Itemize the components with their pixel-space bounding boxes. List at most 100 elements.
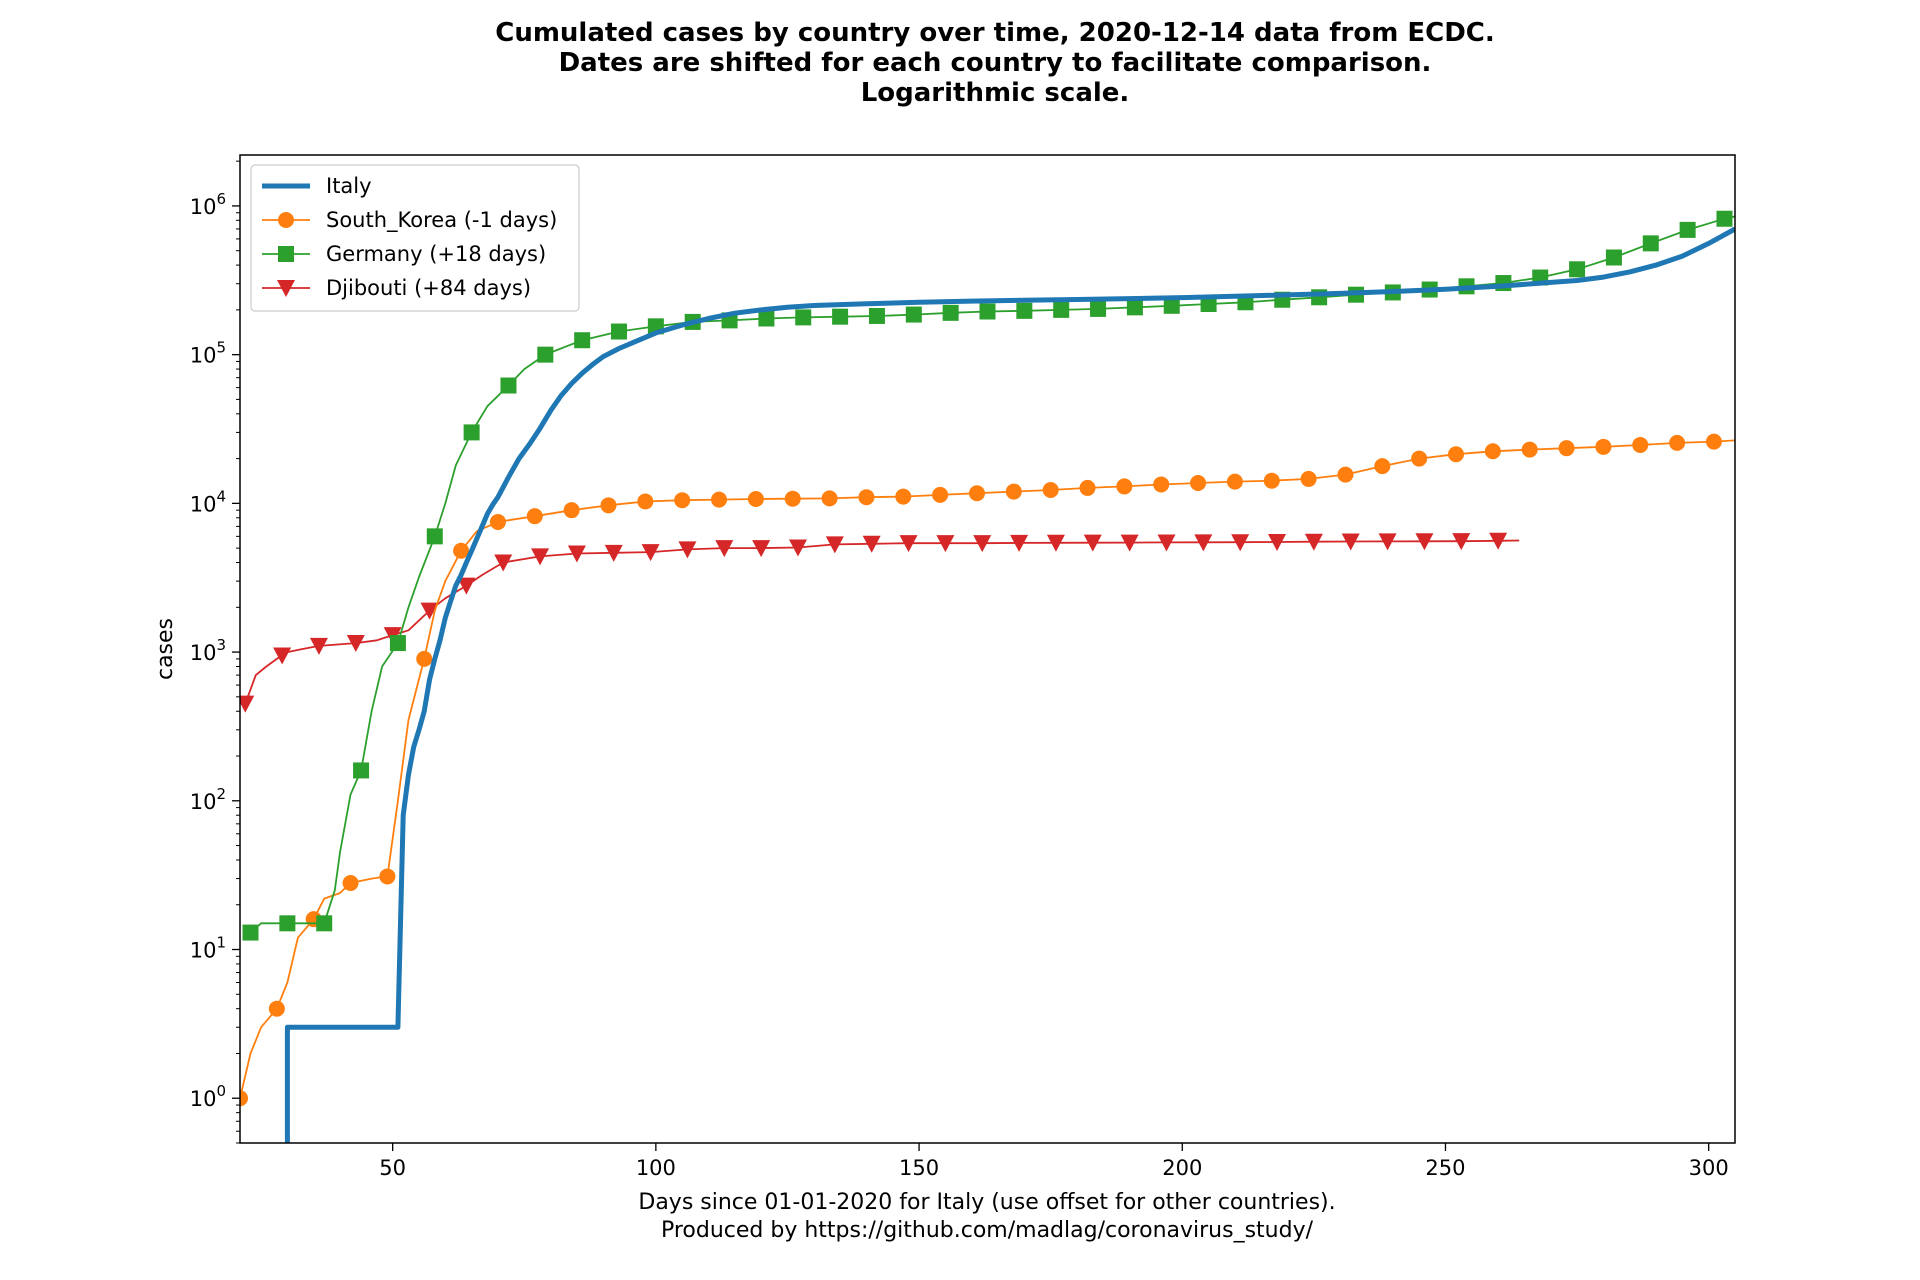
data-point-germany bbox=[537, 346, 554, 363]
data-point-south-korea bbox=[1153, 476, 1170, 493]
data-point-south-korea bbox=[858, 489, 875, 506]
legend-marker bbox=[278, 246, 294, 262]
data-point-djibouti bbox=[788, 539, 807, 557]
data-point-germany bbox=[500, 377, 517, 394]
series-south-korea bbox=[240, 433, 1735, 1107]
plot-area bbox=[240, 210, 1735, 1143]
data-point-djibouti bbox=[973, 535, 992, 553]
data-point-germany bbox=[1605, 249, 1622, 266]
data-point-germany bbox=[1053, 301, 1070, 318]
data-point-south-korea bbox=[240, 1090, 248, 1107]
data-point-djibouti bbox=[420, 602, 439, 620]
data-point-djibouti bbox=[346, 635, 365, 653]
data-point-germany bbox=[1163, 297, 1180, 314]
data-point-djibouti bbox=[531, 548, 550, 566]
legend-frame bbox=[250, 164, 580, 312]
data-point-south-korea bbox=[1005, 483, 1022, 500]
data-point-germany bbox=[611, 323, 628, 340]
data-point-germany bbox=[463, 424, 480, 441]
data-point-djibouti bbox=[1046, 534, 1065, 552]
y-axis: 100 101 102 103 104 105 106 bbox=[190, 160, 240, 1144]
data-point-germany bbox=[1716, 210, 1733, 227]
data-point-south-korea bbox=[563, 502, 580, 519]
title-line-1: Cumulated cases by country over time, 20… bbox=[495, 18, 1495, 48]
legend-item-djibouti: Djibouti (+84 days) bbox=[262, 276, 531, 300]
data-point-south-korea bbox=[416, 650, 433, 667]
data-point-germany bbox=[1642, 235, 1659, 252]
data-point-germany bbox=[316, 915, 333, 932]
data-point-south-korea bbox=[1411, 450, 1428, 467]
data-point-djibouti bbox=[457, 577, 476, 595]
data-point-germany bbox=[389, 635, 406, 652]
data-point-south-korea bbox=[1116, 478, 1133, 495]
data-point-djibouti bbox=[1268, 533, 1287, 551]
data-point-djibouti bbox=[715, 540, 734, 558]
y-tick-label: 105 bbox=[190, 339, 226, 368]
legend: Italy South_Korea (-1 days) Germany (+18 d… bbox=[250, 164, 580, 312]
x-axis-label-line-2: Produced by https://github.com/madlag/co… bbox=[661, 1218, 1314, 1243]
data-point-germany bbox=[868, 307, 885, 324]
data-point-djibouti bbox=[1304, 533, 1323, 551]
data-point-germany bbox=[905, 306, 922, 323]
data-point-djibouti bbox=[1083, 534, 1102, 552]
data-point-germany bbox=[279, 915, 296, 932]
x-axis: 50 100 150 200 250 300 bbox=[379, 1143, 1729, 1180]
data-point-germany bbox=[758, 310, 775, 327]
x-tick-label: 50 bbox=[379, 1156, 406, 1180]
data-point-south-korea bbox=[1190, 475, 1207, 492]
data-point-germany bbox=[1126, 299, 1143, 316]
data-point-germany bbox=[832, 308, 849, 325]
data-point-germany bbox=[1016, 302, 1033, 319]
data-point-south-korea bbox=[379, 868, 396, 885]
data-point-germany bbox=[1200, 296, 1217, 313]
legend-marker bbox=[277, 280, 295, 297]
data-point-djibouti bbox=[1341, 533, 1360, 551]
data-point-germany bbox=[795, 309, 812, 326]
data-point-south-korea bbox=[711, 491, 728, 508]
data-point-south-korea bbox=[1558, 440, 1575, 457]
data-point-south-korea bbox=[895, 488, 912, 505]
data-point-djibouti bbox=[567, 545, 586, 563]
data-point-djibouti bbox=[641, 544, 660, 562]
series-germany bbox=[242, 210, 1735, 941]
legend-label: Djibouti (+84 days) bbox=[326, 276, 531, 300]
data-point-germany bbox=[1090, 300, 1107, 317]
data-point-south-korea bbox=[747, 490, 764, 507]
data-point-djibouti bbox=[309, 637, 328, 655]
series-djibouti bbox=[240, 532, 1520, 713]
data-point-south-korea bbox=[784, 490, 801, 507]
x-tick-label: 250 bbox=[1425, 1156, 1465, 1180]
data-point-djibouti bbox=[1194, 534, 1213, 552]
plot-frame bbox=[239, 154, 1736, 1144]
data-point-djibouti bbox=[604, 544, 623, 562]
data-point-djibouti bbox=[1489, 532, 1508, 550]
legend-marker bbox=[278, 212, 294, 228]
legend-label: Germany (+18 days) bbox=[326, 242, 546, 266]
data-point-germany bbox=[574, 332, 591, 349]
y-tick-label: 101 bbox=[190, 934, 226, 963]
data-point-south-korea bbox=[489, 513, 506, 530]
data-point-south-korea bbox=[268, 1000, 285, 1017]
y-tick-label: 100 bbox=[190, 1082, 226, 1111]
legend-label: South_Korea (-1 days) bbox=[326, 208, 557, 233]
data-point-germany bbox=[979, 303, 996, 320]
x-tick-label: 200 bbox=[1162, 1156, 1202, 1180]
title-line-2: Dates are shifted for each country to fa… bbox=[559, 48, 1432, 78]
data-point-djibouti bbox=[240, 695, 255, 713]
data-point-djibouti bbox=[936, 535, 955, 553]
data-point-south-korea bbox=[1521, 441, 1538, 458]
data-point-south-korea bbox=[968, 485, 985, 502]
data-point-djibouti bbox=[1378, 533, 1397, 551]
data-point-djibouti bbox=[1452, 533, 1471, 551]
title-line-3: Logarithmic scale. bbox=[861, 78, 1130, 108]
data-point-germany bbox=[426, 528, 443, 545]
y-tick-label: 104 bbox=[190, 487, 226, 516]
legend-label: Italy bbox=[326, 174, 372, 198]
data-point-south-korea bbox=[1705, 433, 1722, 450]
data-point-south-korea bbox=[637, 493, 654, 510]
data-point-djibouti bbox=[752, 540, 771, 558]
data-point-germany bbox=[1679, 221, 1696, 238]
data-point-south-korea bbox=[1300, 470, 1317, 487]
data-point-south-korea bbox=[1079, 479, 1096, 496]
